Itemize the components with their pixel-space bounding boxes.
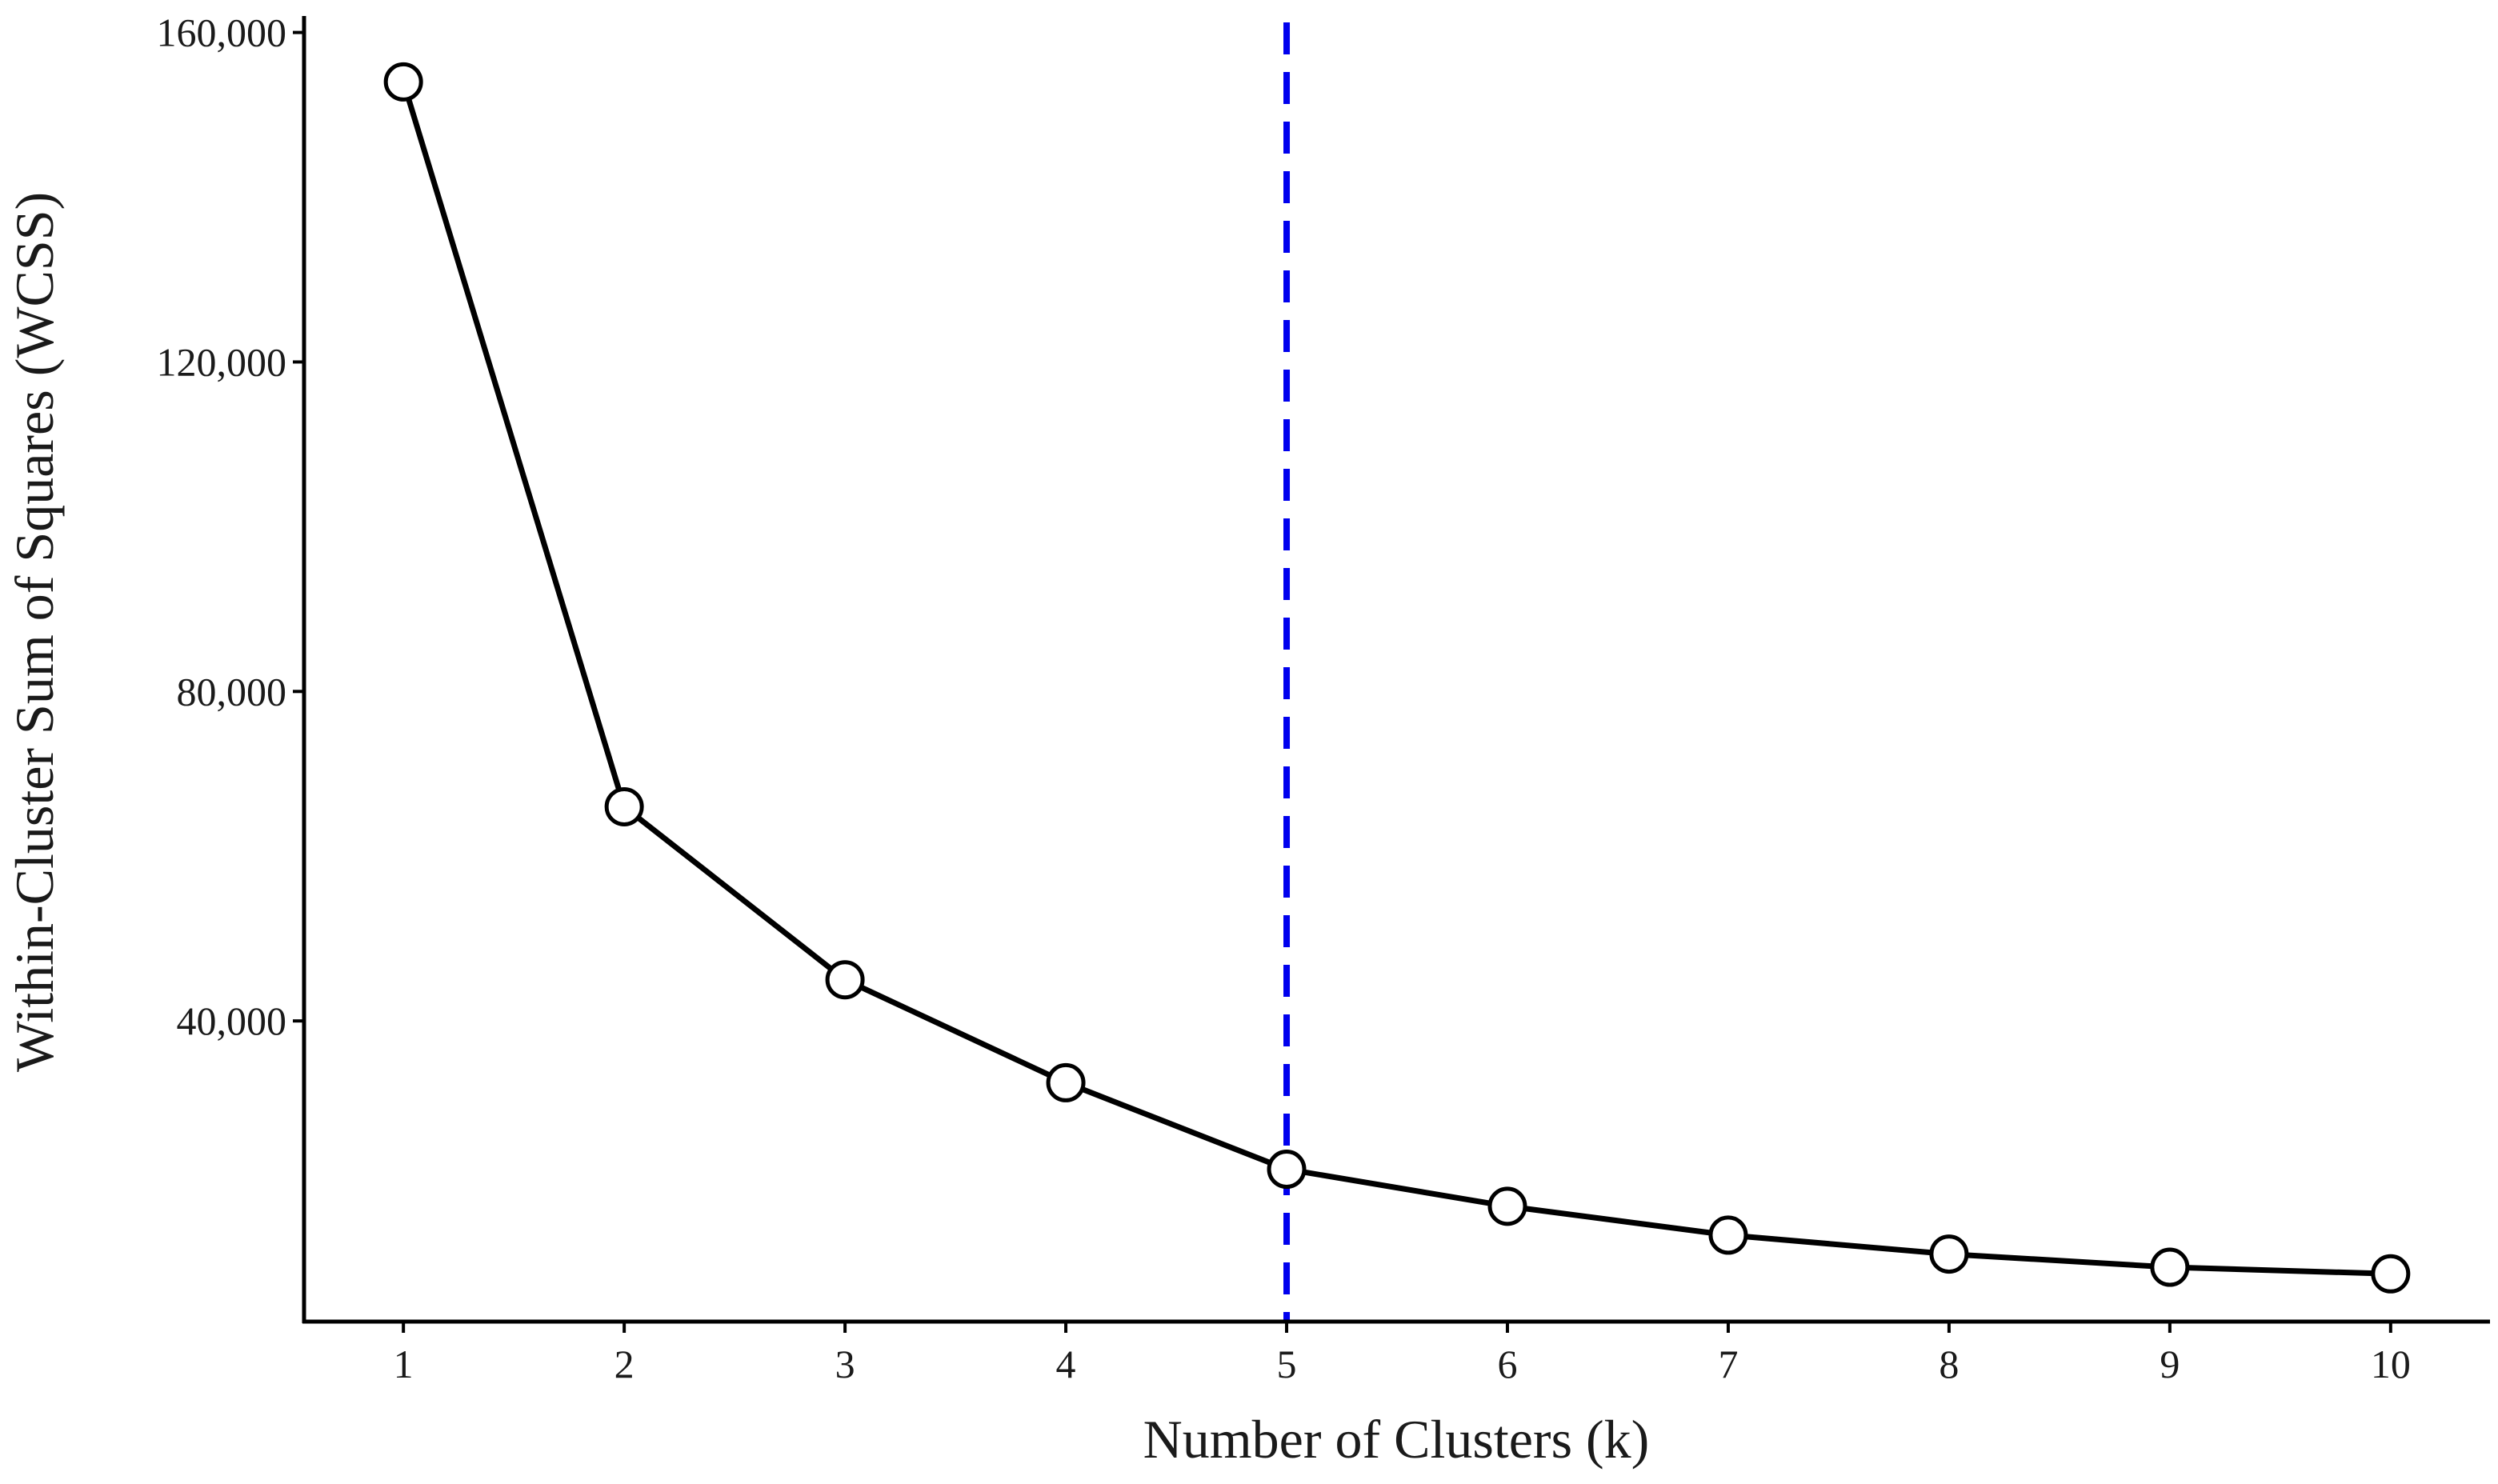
y-tick-label: 80,000	[177, 669, 287, 714]
wcss-point	[2150, 1247, 2190, 1287]
wcss-point	[1929, 1234, 1969, 1274]
wcss-point	[2371, 1254, 2411, 1294]
x-tick-label: 5	[1277, 1342, 1297, 1386]
wcss-point	[1267, 1150, 1307, 1190]
x-tick-label: 8	[1939, 1342, 1959, 1386]
y-tick-label: 160,000	[157, 10, 287, 55]
wcss-point	[1708, 1215, 1748, 1255]
x-tick-label: 10	[2371, 1342, 2411, 1386]
wcss-point	[1046, 1062, 1086, 1102]
wcss-point	[383, 62, 423, 102]
ticks-layer: 40,000 80,000 120,000 160,000 1 2 3 4 5 6 7 8 9 10	[157, 10, 2411, 1386]
x-tick-label: 4	[1056, 1342, 1076, 1386]
x-tick-label: 1	[394, 1342, 414, 1386]
wcss-point	[1487, 1186, 1527, 1226]
x-tick-label: 6	[1497, 1342, 1517, 1386]
y-tick-label: 40,000	[177, 998, 287, 1043]
x-tick-label: 3	[835, 1342, 855, 1386]
wcss-line	[400, 81, 2391, 1277]
y-tick-label: 120,000	[157, 339, 287, 384]
x-tick-label: 9	[2160, 1342, 2180, 1386]
x-tick-label: 2	[614, 1342, 635, 1386]
wcss-point	[825, 960, 865, 1000]
series-layer	[383, 62, 2411, 1294]
axes-layer	[302, 16, 2490, 1324]
y-axis-title: Within-Cluster Sum of Squares (WCSS)	[4, 192, 65, 1072]
x-tick-label: 7	[1718, 1342, 1738, 1386]
wcss-point	[604, 786, 644, 826]
x-axis-title: Number of Clusters (k)	[1143, 1409, 1650, 1470]
